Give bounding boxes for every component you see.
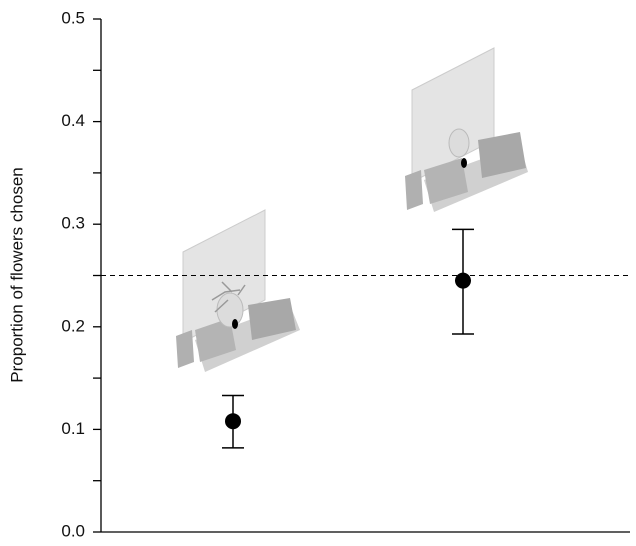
y-axis-label: Proportion of flowers chosen [7,167,26,382]
flower-illustration-spider [176,210,300,372]
y-tick-label: 0.0 [61,521,85,540]
y-tick-label: 0.4 [61,111,85,130]
point [225,413,241,429]
point [455,273,471,289]
chart: Proportion of flowers chosen 0.0 0.1 0.2 0.… [0,0,636,541]
y-tick-label: 0.2 [61,316,85,335]
flower-illustration-plain [405,48,528,212]
page: {"chart_data": {"type": "errorbar", "y_l… [0,0,636,546]
y-tick-label: 0.3 [61,214,85,233]
y-tick-label: 0.5 [61,8,85,27]
y-tick-label: 0.1 [61,419,85,438]
